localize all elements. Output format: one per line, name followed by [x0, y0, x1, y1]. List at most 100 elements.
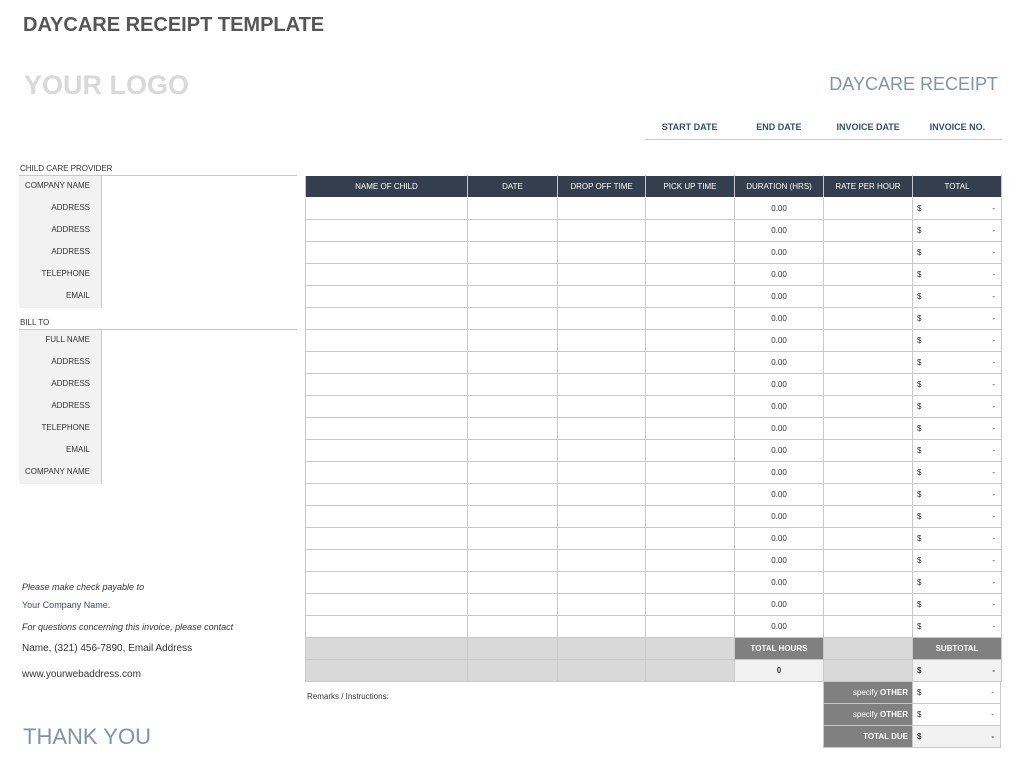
field-value-input[interactable]: [102, 264, 297, 286]
rate-cell[interactable]: [823, 505, 913, 528]
other-value-cell[interactable]: $ -: [912, 681, 1001, 704]
drop-off-cell[interactable]: [557, 329, 646, 352]
field-value-input[interactable]: [102, 220, 297, 242]
rate-cell[interactable]: [823, 417, 913, 440]
child-name-cell[interactable]: [305, 307, 468, 330]
rate-cell[interactable]: [823, 395, 913, 418]
child-name-cell[interactable]: [305, 527, 468, 550]
drop-off-cell[interactable]: [557, 483, 646, 506]
field-value-input[interactable]: [102, 198, 297, 220]
rate-cell[interactable]: [823, 373, 913, 396]
child-name-cell[interactable]: [305, 285, 468, 308]
other-label-cell[interactable]: specify OTHER: [823, 703, 913, 726]
date-cell[interactable]: [467, 483, 558, 506]
pick-up-cell[interactable]: [645, 241, 735, 264]
child-name-cell[interactable]: [305, 571, 468, 594]
rate-cell[interactable]: [823, 241, 913, 264]
date-cell[interactable]: [467, 329, 558, 352]
date-cell[interactable]: [467, 417, 558, 440]
drop-off-cell[interactable]: [557, 527, 646, 550]
date-cell[interactable]: [467, 593, 558, 616]
pick-up-cell[interactable]: [645, 307, 735, 330]
pick-up-cell[interactable]: [645, 483, 735, 506]
field-value-input[interactable]: [102, 440, 297, 462]
rate-cell[interactable]: [823, 593, 913, 616]
date-cell[interactable]: [467, 263, 558, 286]
pick-up-cell[interactable]: [645, 439, 735, 462]
child-name-cell[interactable]: [305, 417, 468, 440]
child-name-cell[interactable]: [305, 549, 468, 572]
pick-up-cell[interactable]: [645, 351, 735, 374]
pick-up-cell[interactable]: [645, 549, 735, 572]
date-cell[interactable]: [467, 615, 558, 638]
drop-off-cell[interactable]: [557, 285, 646, 308]
rate-cell[interactable]: [823, 439, 913, 462]
rate-cell[interactable]: [823, 571, 913, 594]
date-cell[interactable]: [467, 461, 558, 484]
drop-off-cell[interactable]: [557, 571, 646, 594]
pick-up-cell[interactable]: [645, 593, 735, 616]
date-cell[interactable]: [467, 307, 558, 330]
field-value-input[interactable]: [102, 374, 297, 396]
date-cell[interactable]: [467, 241, 558, 264]
pick-up-cell[interactable]: [645, 615, 735, 638]
drop-off-cell[interactable]: [557, 241, 646, 264]
child-name-cell[interactable]: [305, 197, 468, 220]
date-cell[interactable]: [467, 505, 558, 528]
child-name-cell[interactable]: [305, 241, 468, 264]
pick-up-cell[interactable]: [645, 285, 735, 308]
rate-cell[interactable]: [823, 615, 913, 638]
child-name-cell[interactable]: [305, 461, 468, 484]
rate-cell[interactable]: [823, 197, 913, 220]
date-cell[interactable]: [467, 439, 558, 462]
child-name-cell[interactable]: [305, 219, 468, 242]
field-value-input[interactable]: [102, 352, 297, 374]
drop-off-cell[interactable]: [557, 505, 646, 528]
rate-cell[interactable]: [823, 307, 913, 330]
pick-up-cell[interactable]: [645, 219, 735, 242]
pick-up-cell[interactable]: [645, 527, 735, 550]
child-name-cell[interactable]: [305, 505, 468, 528]
drop-off-cell[interactable]: [557, 351, 646, 374]
other-label-cell[interactable]: specify OTHER: [823, 681, 913, 704]
field-value-input[interactable]: [102, 176, 297, 198]
child-name-cell[interactable]: [305, 351, 468, 374]
pick-up-cell[interactable]: [645, 329, 735, 352]
rate-cell[interactable]: [823, 483, 913, 506]
rate-cell[interactable]: [823, 461, 913, 484]
child-name-cell[interactable]: [305, 439, 468, 462]
field-value-input[interactable]: [102, 242, 297, 264]
child-name-cell[interactable]: [305, 373, 468, 396]
child-name-cell[interactable]: [305, 615, 468, 638]
child-name-cell[interactable]: [305, 329, 468, 352]
field-value-input[interactable]: [102, 396, 297, 418]
rate-cell[interactable]: [823, 263, 913, 286]
date-cell[interactable]: [467, 197, 558, 220]
date-cell[interactable]: [467, 285, 558, 308]
pick-up-cell[interactable]: [645, 263, 735, 286]
child-name-cell[interactable]: [305, 395, 468, 418]
drop-off-cell[interactable]: [557, 417, 646, 440]
pick-up-cell[interactable]: [645, 373, 735, 396]
rate-cell[interactable]: [823, 285, 913, 308]
pick-up-cell[interactable]: [645, 571, 735, 594]
field-value-input[interactable]: [102, 418, 297, 440]
drop-off-cell[interactable]: [557, 549, 646, 572]
child-name-cell[interactable]: [305, 483, 468, 506]
child-name-cell[interactable]: [305, 263, 468, 286]
drop-off-cell[interactable]: [557, 373, 646, 396]
date-cell[interactable]: [467, 219, 558, 242]
pick-up-cell[interactable]: [645, 395, 735, 418]
drop-off-cell[interactable]: [557, 219, 646, 242]
date-cell[interactable]: [467, 527, 558, 550]
rate-cell[interactable]: [823, 351, 913, 374]
rate-cell[interactable]: [823, 549, 913, 572]
pick-up-cell[interactable]: [645, 505, 735, 528]
drop-off-cell[interactable]: [557, 263, 646, 286]
rate-cell[interactable]: [823, 527, 913, 550]
pick-up-cell[interactable]: [645, 461, 735, 484]
rate-cell[interactable]: [823, 329, 913, 352]
drop-off-cell[interactable]: [557, 197, 646, 220]
child-name-cell[interactable]: [305, 593, 468, 616]
date-cell[interactable]: [467, 373, 558, 396]
